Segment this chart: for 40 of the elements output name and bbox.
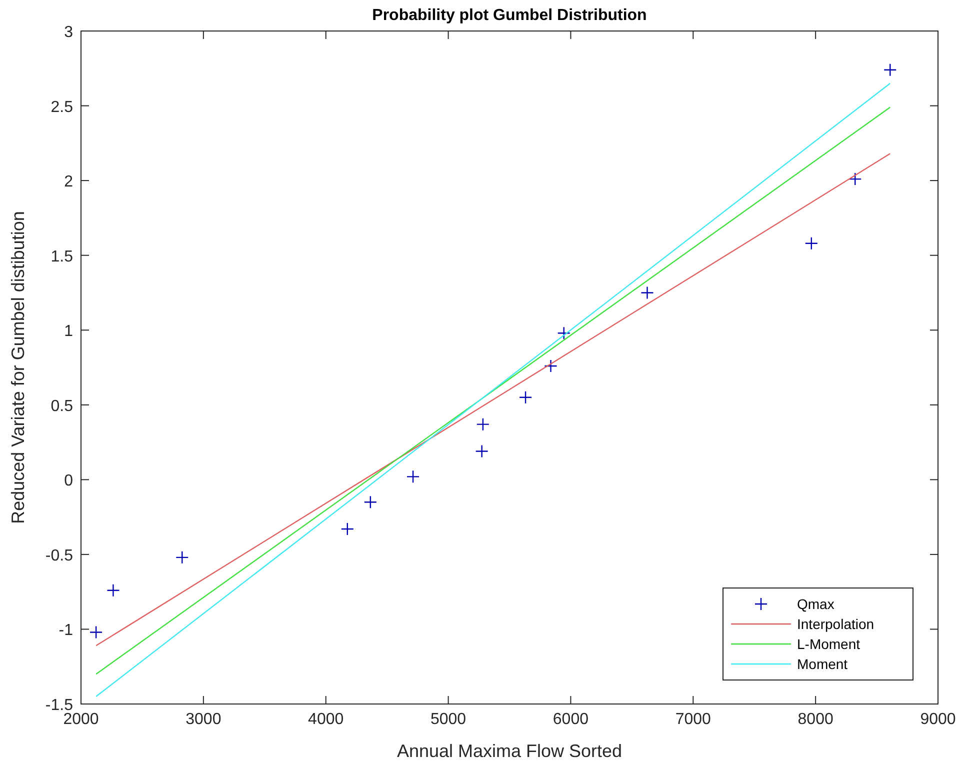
y-tick-label: -1: [58, 622, 74, 640]
chart-title: Probability plot Gumbel Distribution: [372, 7, 647, 24]
y-tick-label: 2.5: [50, 98, 74, 116]
x-tick-label: 6000: [552, 711, 589, 728]
y-tick-label: 1.5: [50, 248, 74, 266]
x-tick-label: 8000: [798, 711, 834, 728]
x-tick-label: 3000: [186, 711, 222, 728]
point: [340, 522, 354, 536]
point: [518, 390, 532, 404]
y-tick-label: -1.5: [45, 697, 74, 714]
y-tick-label: -0.5: [45, 547, 74, 564]
y-tick-label: 0: [64, 472, 74, 490]
legend-label: Interpolation: [797, 616, 874, 632]
x-tick-label: 5000: [430, 711, 466, 728]
point: [804, 236, 818, 250]
point: [557, 326, 570, 340]
legend-label: Qmax: [797, 596, 834, 612]
y-tick-label: 1: [64, 323, 74, 340]
y-tick-label: 0.5: [50, 398, 74, 415]
x-tick-label: 9000: [920, 711, 956, 728]
point: [106, 584, 120, 597]
point: [476, 418, 490, 431]
point: [848, 172, 862, 186]
point: [640, 286, 654, 300]
x-tick-label: 2000: [63, 711, 99, 728]
point: [544, 359, 558, 373]
x-tick-label: 4000: [308, 711, 344, 728]
point: [89, 626, 103, 639]
point: [475, 444, 488, 458]
point: [884, 63, 897, 76]
point: [364, 496, 378, 509]
x-tick-label: 7000: [675, 711, 712, 728]
legend-label: Moment: [797, 656, 848, 672]
y-axis-title: Reduced Variate for Gumbel distibution: [8, 211, 28, 524]
point: [176, 550, 189, 564]
y-tick-label: 2: [64, 174, 74, 191]
legend-label: L-Moment: [797, 636, 860, 652]
x-axis-title: Annual Maxima Flow Sorted: [396, 741, 622, 761]
point: [406, 470, 420, 484]
y-tick-label: 3: [64, 24, 74, 41]
